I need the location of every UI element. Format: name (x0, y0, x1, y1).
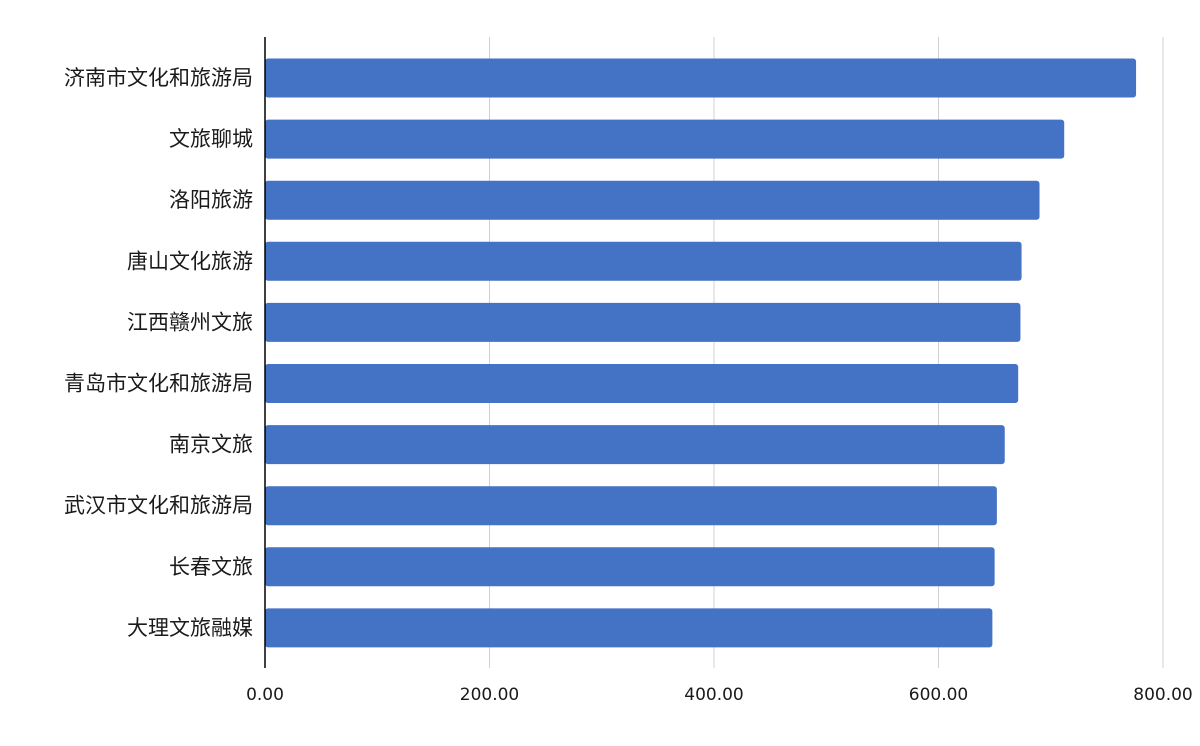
x-tick-label: 200.00 (460, 685, 519, 705)
category-label: 济南市文化和旅游局 (64, 66, 253, 90)
category-label: 青岛市文化和旅游局 (64, 372, 253, 396)
bars (265, 58, 1137, 648)
category-label: 洛阳旅游 (169, 188, 253, 212)
bar (265, 425, 1005, 465)
bar (265, 180, 1040, 220)
tick-labels: 0.00 200.00 400.00 600.00 800.00 (246, 685, 1193, 705)
category-label: 文旅聊城 (169, 127, 253, 151)
bar (265, 119, 1065, 159)
category-label: 唐山文化旅游 (127, 249, 253, 273)
category-label: 大理文旅融媒 (127, 616, 253, 640)
bar (265, 547, 995, 587)
category-label: 南京文旅 (169, 433, 253, 457)
category-labels: 济南市文化和旅游局文旅聊城洛阳旅游唐山文化旅游江西赣州文旅青岛市文化和旅游局南京… (64, 66, 253, 640)
x-tick-label: 600.00 (909, 685, 968, 705)
x-tick-label: 400.00 (684, 685, 743, 705)
bar (265, 486, 997, 526)
x-tick-label: 800.00 (1133, 685, 1192, 705)
bar (265, 58, 1137, 98)
x-tick-label: 0.00 (246, 685, 284, 705)
category-label: 武汉市文化和旅游局 (64, 494, 253, 518)
bar (265, 241, 1022, 281)
bar (265, 608, 993, 648)
category-label: 长春文旅 (169, 555, 253, 579)
bar (265, 302, 1021, 342)
category-label: 江西赣州文旅 (127, 310, 253, 334)
bar (265, 364, 1019, 403)
